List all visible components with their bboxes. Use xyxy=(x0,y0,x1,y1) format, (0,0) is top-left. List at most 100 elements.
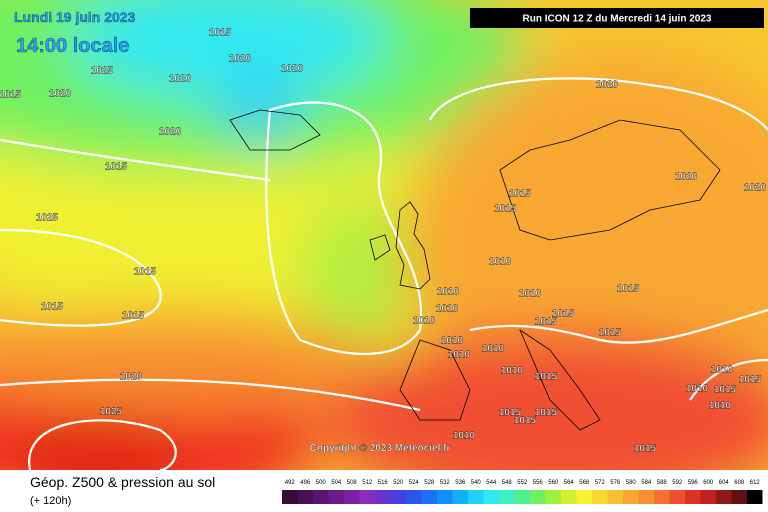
legend-label: 604 xyxy=(719,480,730,486)
run-text: Run ICON 12 Z du Mercredi 14 juin 2023 xyxy=(523,14,712,25)
isobar-label: 1010 xyxy=(489,257,512,268)
legend-label: 564 xyxy=(564,480,575,486)
isobar-label: 1010 xyxy=(436,304,459,315)
footer-title: Géop. Z500 & pression au sol xyxy=(30,474,215,490)
isobar-label: 1015 xyxy=(535,317,558,328)
legend-swatch xyxy=(592,490,608,504)
isobar-label: 1015 xyxy=(552,309,575,320)
isobar-label: 1020 xyxy=(596,80,619,91)
legend-swatch xyxy=(282,490,298,504)
legend-swatch xyxy=(375,490,391,504)
isobar-label: 1020 xyxy=(120,372,143,383)
legend-swatch xyxy=(716,490,732,504)
legend-swatch xyxy=(437,490,453,504)
isobar-label: 1010 xyxy=(519,289,542,300)
isobar-label: 1010 xyxy=(709,401,732,412)
isobar-label: 1010 xyxy=(413,316,436,327)
legend-label: 596 xyxy=(688,480,699,486)
legend-label: 528 xyxy=(424,480,435,486)
time: 14:00 locale xyxy=(16,35,129,57)
legend-swatch xyxy=(421,490,437,504)
legend-label: 572 xyxy=(595,480,606,486)
isobar-labels: 1015 1020 1020 1025 1020 1015 1020 1020 1015 1025… xyxy=(0,27,767,455)
isobar-label: 1010 xyxy=(501,366,524,377)
legend-swatch xyxy=(545,490,561,504)
footer-lead: (+ 120h) xyxy=(30,495,71,507)
isobar-label: 1025 xyxy=(100,407,123,418)
isobar-label: 1020 xyxy=(675,172,698,183)
legend-label: 576 xyxy=(610,480,621,486)
isobar-label: 1020 xyxy=(281,64,304,75)
legend-label: 516 xyxy=(378,480,389,486)
isobar-label: 1010 xyxy=(482,344,505,355)
legend-label: 504 xyxy=(331,480,342,486)
legend-swatch xyxy=(514,490,530,504)
legend-label: 520 xyxy=(393,480,404,486)
legend-label: 600 xyxy=(703,480,714,486)
legend-label: 492 xyxy=(285,480,296,486)
isobar-label: 1020 xyxy=(744,183,767,194)
legend-label: 584 xyxy=(641,480,652,486)
legend-label: 552 xyxy=(517,480,528,486)
isobar-label: 1020 xyxy=(229,54,252,65)
legend-label: 612 xyxy=(750,480,761,486)
legend-label: 592 xyxy=(672,480,683,486)
legend-swatch xyxy=(530,490,546,504)
isobar-label: 1015 xyxy=(714,385,737,396)
isobar-label: 1015 xyxy=(0,90,22,101)
isobar-label: 1025 xyxy=(36,213,59,224)
legend-swatch xyxy=(406,490,422,504)
legend-label: 512 xyxy=(362,480,373,486)
legend-swatch xyxy=(561,490,577,504)
isobar-label: 1010 xyxy=(453,431,476,442)
isobar-label: 1010 xyxy=(686,384,709,395)
legend-swatch xyxy=(390,490,406,504)
isobar-label: 1020 xyxy=(49,89,72,100)
legend-swatch xyxy=(685,490,701,504)
isobar-label: 1015 xyxy=(209,28,232,39)
legend-label: 560 xyxy=(548,480,559,486)
legend-label: 532 xyxy=(440,480,451,486)
legend-swatch xyxy=(483,490,499,504)
isobar-label: 1015 xyxy=(122,311,145,322)
legend-label: 544 xyxy=(486,480,497,486)
legend-label: 568 xyxy=(579,480,590,486)
isobar-label: 1015 xyxy=(105,162,128,173)
legend-swatch xyxy=(499,490,515,504)
isobar-label: 1020 xyxy=(169,74,192,85)
run-box xyxy=(470,8,764,28)
legend-label: 580 xyxy=(626,480,637,486)
isobar-label: 1025 xyxy=(91,66,114,77)
legend-label: 548 xyxy=(502,480,513,486)
legend: 492 496 500 504 508 512 516 520 524 528 532 536 540 5… xyxy=(282,480,763,504)
legend-swatch xyxy=(328,490,344,504)
isobar-label: 1015 xyxy=(535,408,558,419)
legend-label: 496 xyxy=(300,480,311,486)
legend-swatch xyxy=(452,490,468,504)
legend-swatch xyxy=(747,490,763,504)
isobar-label: 1010 xyxy=(441,336,464,347)
legend-label: 588 xyxy=(657,480,668,486)
legend-swatch xyxy=(654,490,670,504)
date: Lundi 19 juin 2023 xyxy=(14,9,136,25)
isobar-label: 1015 xyxy=(499,408,522,419)
legend-swatch xyxy=(638,490,654,504)
legend-swatch xyxy=(344,490,360,504)
isobar-label: 1015 xyxy=(509,189,532,200)
isobar-label: 1015 xyxy=(617,284,640,295)
legend-swatch xyxy=(607,490,623,504)
legend-label: 536 xyxy=(455,480,466,486)
legend-swatch xyxy=(313,490,329,504)
legend-label: 500 xyxy=(316,480,327,486)
legend-label: 508 xyxy=(347,480,358,486)
legend-label: 524 xyxy=(409,480,420,486)
isobar-label: 1010 xyxy=(711,365,734,376)
legend-label: 608 xyxy=(734,480,745,486)
isobar-label: 1020 xyxy=(159,127,182,138)
legend-swatch xyxy=(669,490,685,504)
legend-swatch xyxy=(576,490,592,504)
legend-swatch xyxy=(297,490,313,504)
isobar-label: 1015 xyxy=(634,444,657,455)
